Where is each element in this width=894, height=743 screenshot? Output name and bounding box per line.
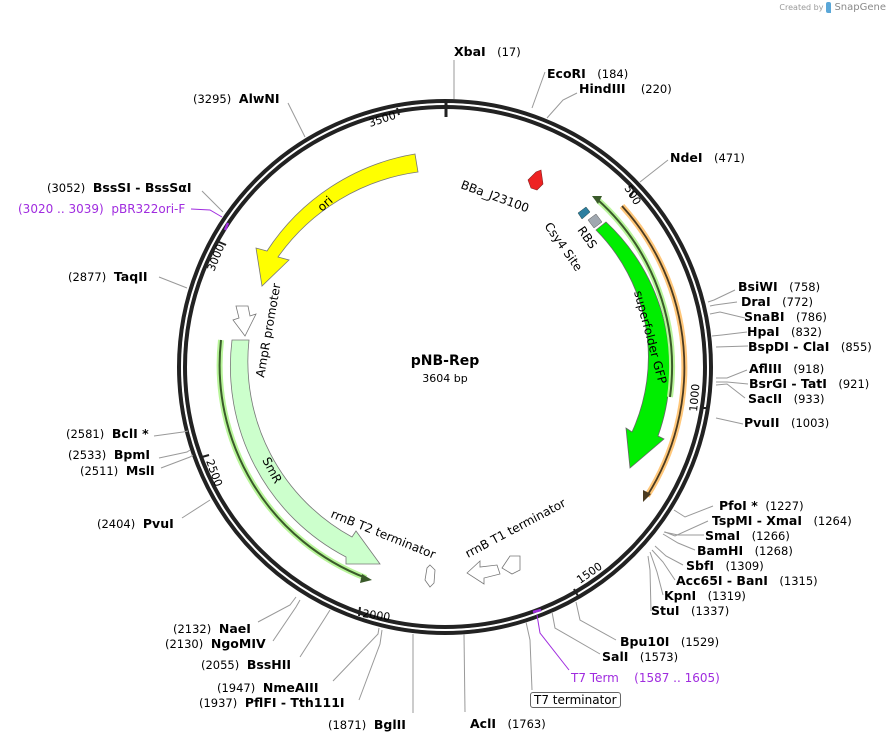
credit-brand: SnapGene: [834, 2, 886, 13]
ori-feature[interactable]: [255, 153, 419, 287]
svg-text:2000: 2000: [362, 607, 392, 624]
site-sacii[interactable]: SacII (933): [748, 391, 825, 406]
orange-bar: [621, 205, 686, 497]
site-smai[interactable]: SmaI (1266): [705, 528, 790, 543]
site-snabi[interactable]: SnaBI (786): [744, 309, 827, 324]
site-bpu10i[interactable]: Bpu10I (1529): [620, 634, 720, 649]
rrnb-t1-feature-a[interactable]: [466, 560, 501, 585]
ampr-promoter-feature[interactable]: [232, 305, 257, 337]
rrnb-t1-label: rrnB T1 terminator: [463, 496, 568, 561]
site-hindiii[interactable]: HindIII (220): [579, 81, 672, 96]
site-leaders: [153, 60, 749, 713]
credit-text: Created by: [779, 3, 824, 12]
primer-pbr322ori-f[interactable]: (3020 .. 3039) pBR322ori-F: [18, 202, 186, 216]
site-bsshii[interactable]: (2055) BssHII: [201, 657, 292, 672]
t7-term-primer-mark: [532, 608, 542, 614]
t7-terminator-label[interactable]: T7 terminator: [530, 692, 621, 708]
site-taqii[interactable]: (2877) TaqII: [68, 269, 148, 284]
superfolder-gfp-feature[interactable]: [595, 221, 671, 469]
rbs-label: RBS: [575, 224, 600, 252]
site-stui[interactable]: StuI (1337): [651, 603, 730, 618]
site-afliii[interactable]: AflIII (918): [749, 361, 825, 376]
site-alwni[interactable]: (3295) AlwNI: [193, 91, 280, 106]
rbs-feature[interactable]: [577, 206, 591, 220]
plasmid-name: pNB-Rep: [410, 353, 480, 369]
site-pfoi[interactable]: PfoI * (1227): [719, 498, 804, 513]
site-bglii[interactable]: (1871) BglII: [328, 717, 406, 732]
site-bpmi[interactable]: (2533) BpmI: [68, 447, 151, 462]
site-sali[interactable]: SalI (1573): [602, 649, 679, 664]
site-tspmi-xmai[interactable]: TspMI - XmaI (1264): [712, 513, 852, 528]
site-acc65i-bani[interactable]: Acc65I - BanI (1315): [676, 573, 818, 588]
orange-bar-arrowhead: [643, 490, 651, 502]
site-naei[interactable]: (2132) NaeI: [173, 621, 251, 636]
gfp-bar: [597, 199, 673, 398]
site-bsssi-bsssai[interactable]: (3052) BssSI - BssSαI: [47, 180, 192, 195]
site-nmeaiii[interactable]: (1947) NmeAIII: [217, 680, 319, 695]
pbr322ori-f-primer-mark: [223, 222, 230, 231]
rrnb-t1-feature-b[interactable]: [501, 555, 521, 575]
rrnb-t2-feature[interactable]: [424, 564, 436, 588]
site-bsiwi[interactable]: BsiWI (758): [738, 279, 821, 294]
site-pvuii[interactable]: PvuII (1003): [744, 415, 830, 430]
site-bsrgi-tati[interactable]: BsrGI - TatI (921): [749, 376, 870, 391]
site-bcli[interactable]: (2581) BclI *: [66, 426, 149, 441]
smr-bar-arrowhead: [360, 574, 372, 583]
site-sbfi[interactable]: SbfI (1309): [686, 558, 764, 573]
site-ecori[interactable]: EcoRI (184): [547, 66, 629, 81]
site-ngomiv[interactable]: (2130) NgoMIV: [165, 636, 266, 651]
site-acli[interactable]: AclI (1763): [470, 716, 546, 731]
site-drai[interactable]: DraI (772): [741, 294, 814, 309]
bba-j23100-feature[interactable]: [527, 169, 544, 191]
site-pflfi-tth111i[interactable]: (1937) PflFI - Tth111I: [199, 695, 345, 710]
smr-bar: [218, 339, 367, 579]
bba-j23100-label: BBa_J23100: [459, 178, 531, 216]
smr-feature[interactable]: [229, 339, 381, 565]
csy4-feature[interactable]: [587, 213, 603, 229]
ampr-promoter-label: AmpR promoter: [253, 282, 283, 378]
t7-term-leader: [536, 614, 570, 671]
gfp-bar-arrowhead: [592, 196, 602, 204]
snapgene-credit: Created by SnapGene: [779, 2, 886, 13]
plasmid-size: 3604 bp: [422, 372, 468, 385]
site-bamhi[interactable]: BamHI (1268): [697, 543, 793, 558]
site-kpni[interactable]: KpnI (1319): [664, 588, 746, 603]
pbr322ori-f-leader: [190, 208, 223, 218]
primer-t7-term[interactable]: T7 Term (1587 .. 1605): [571, 671, 720, 685]
site-xbai[interactable]: XbaI (17): [454, 44, 521, 59]
site-ndei[interactable]: NdeI (471): [670, 150, 745, 165]
site-hpai[interactable]: HpaI (832): [747, 324, 822, 339]
svg-text:1000: 1000: [687, 383, 702, 412]
site-bspdi-clai[interactable]: BspDI - ClaI (855): [748, 339, 872, 354]
snapgene-logo-icon: [826, 2, 832, 13]
tick-marks: [201, 107, 708, 617]
site-pvui[interactable]: (2404) PvuI: [97, 516, 174, 531]
site-msli[interactable]: (2511) MslI: [80, 463, 155, 478]
